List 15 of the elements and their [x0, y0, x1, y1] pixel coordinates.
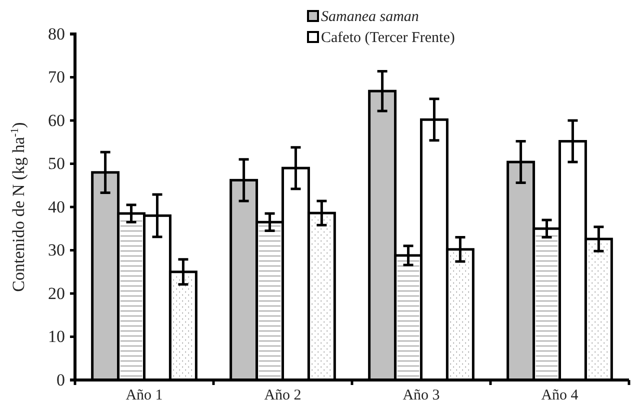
y-tick-label: 80	[48, 24, 65, 44]
y-tick-label: 40	[48, 197, 65, 216]
x-tick-label: Año 3	[402, 388, 440, 404]
legend-label: Cafeto (Tercer Frente)	[321, 30, 455, 46]
y-tick-label: 60	[48, 110, 65, 130]
y-tick-label: 30	[48, 240, 65, 260]
y-tick-label: 70	[48, 68, 65, 87]
y-tick-label: 0	[56, 370, 65, 390]
y-tick-label: 50	[48, 154, 65, 174]
x-tick-label: Año 2	[264, 388, 302, 404]
y-tick-label: 10	[48, 327, 65, 346]
x-tick-label: Año 1	[126, 388, 163, 404]
legend-label: Samanea saman	[321, 9, 419, 25]
y-tick-label: 20	[48, 284, 65, 303]
x-tick-label: Año 4	[541, 388, 579, 404]
